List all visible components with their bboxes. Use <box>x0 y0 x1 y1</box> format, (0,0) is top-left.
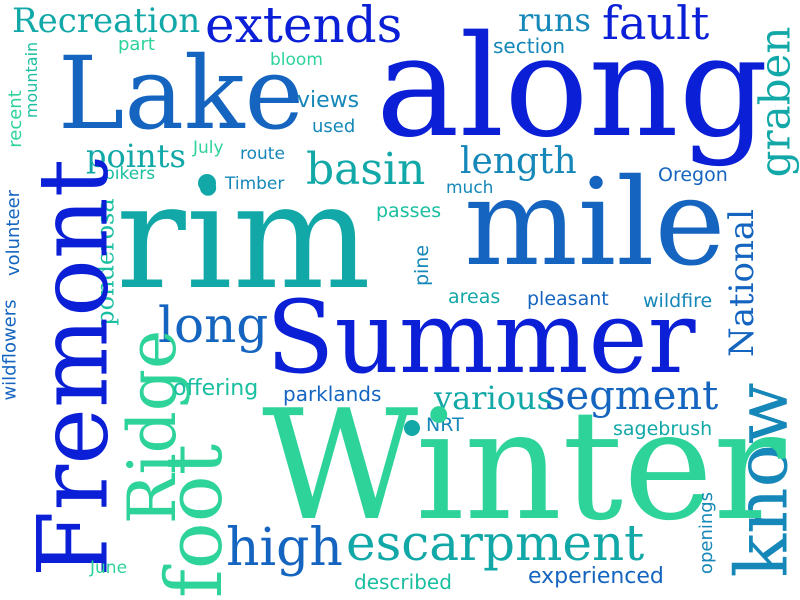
word-offering: offering <box>173 376 259 401</box>
word-wildfire: wildfire <box>643 290 713 312</box>
word-escarpment: escarpment <box>346 514 645 572</box>
word-recreation: Recreation <box>12 1 201 41</box>
word-pleasant: pleasant <box>527 288 609 310</box>
word-described: described <box>354 570 452 594</box>
word-much: much <box>446 178 494 198</box>
word-timber: Timber <box>225 174 285 194</box>
bullet-dot <box>404 420 420 436</box>
word-fremont: Fremont <box>17 158 130 578</box>
word-various: various <box>434 379 553 417</box>
word-runs: runs <box>518 1 591 39</box>
word-bloom: bloom <box>270 50 323 70</box>
word-oregon: Oregon <box>658 164 728 186</box>
word-winter: Winter <box>262 377 786 554</box>
word-basin: basin <box>306 144 426 195</box>
word-segment: segment <box>545 373 719 419</box>
word-areas: areas <box>448 286 501 308</box>
word-views: views <box>297 88 360 113</box>
word-mountain: mountain <box>22 41 42 119</box>
word-part: part <box>118 34 155 55</box>
word-lake: Lake <box>58 35 304 152</box>
word-july: July <box>193 138 224 158</box>
word-nrt: NRT <box>426 414 464 436</box>
word-long: long <box>158 296 269 354</box>
word-section: section <box>493 34 566 58</box>
word-mile: mile <box>464 154 726 293</box>
word-high: high <box>226 518 343 578</box>
word-fault: fault <box>602 0 710 50</box>
word-passes: passes <box>376 200 442 222</box>
word-length: length <box>460 141 577 182</box>
word-sagebrush: sagebrush <box>613 418 713 440</box>
bullet-dot <box>198 174 216 192</box>
word-june: June <box>90 558 128 578</box>
word-rim: rim <box>116 152 371 322</box>
word-national: National <box>722 208 763 358</box>
word-route: route <box>240 144 285 164</box>
word-bikers: bikers <box>104 164 156 184</box>
word-used: used <box>312 116 356 137</box>
word-along: along <box>376 6 769 169</box>
word-extends: extends <box>205 0 403 54</box>
word-foot: foot <box>150 443 241 599</box>
word-summer: Summer <box>266 279 696 396</box>
word-openings: openings <box>696 491 718 575</box>
word-parklands: parklands <box>283 382 382 406</box>
word-points: points <box>86 137 186 175</box>
word-experienced: experienced <box>528 564 664 589</box>
